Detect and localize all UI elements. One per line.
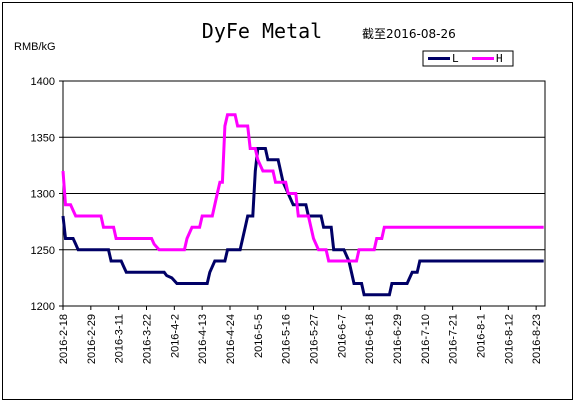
y-tick-label: 1200 [31, 301, 55, 313]
x-tick-label: 2016-4-24 [225, 314, 237, 364]
legend-label-l: L [452, 52, 459, 65]
x-tick-label: 2016-8-1 [475, 314, 487, 358]
x-axis: 2016-2-18 2016-2-29 2016-3-11 2016-3-22 2016… [58, 306, 543, 364]
x-tick-label: 2016-8-12 [503, 314, 515, 364]
series-line-h [61, 113, 544, 263]
x-tick-label: 2016-4-2 [169, 314, 181, 358]
gridlines [63, 136, 545, 251]
x-tick-label: 2016-3-11 [114, 314, 126, 363]
x-tick-label: 2016-4-13 [197, 314, 209, 364]
x-tick-label: 2016-7-21 [448, 314, 460, 364]
x-tick-label: 2016-8-23 [531, 314, 543, 364]
y-tick-label: 1300 [31, 189, 55, 201]
x-tick-label: 2016-6-18 [364, 314, 376, 364]
x-tick-label: 2016-5-16 [281, 314, 293, 364]
chart-title: DyFe Metal [202, 19, 322, 43]
y-axis: 1200 1250 1300 1350 1400 [31, 76, 63, 313]
y-tick-label: 1350 [31, 132, 55, 144]
x-tick-label: 2016-5-27 [308, 314, 320, 364]
legend: L H [422, 50, 514, 67]
series-group [61, 113, 544, 297]
x-tick-label: 2016-6-29 [392, 314, 404, 364]
legend-label-h: H [496, 52, 503, 65]
x-tick-label: 2016-6-7 [336, 314, 348, 358]
x-tick-label: 2016-5-5 [253, 314, 265, 358]
x-tick-label: 2016-7-10 [420, 314, 432, 364]
chart-subtitle: 截至2016-08-26 [362, 27, 456, 41]
x-tick-label: 2016-2-18 [58, 314, 70, 364]
x-tick-label: 2016-3-22 [141, 314, 153, 364]
y-tick-label: 1400 [31, 76, 55, 88]
y-axis-label: RMB/kG [14, 41, 56, 53]
y-tick-label: 1250 [31, 245, 55, 257]
x-tick-label: 2016-2-29 [86, 314, 98, 364]
legend-box [422, 50, 514, 67]
